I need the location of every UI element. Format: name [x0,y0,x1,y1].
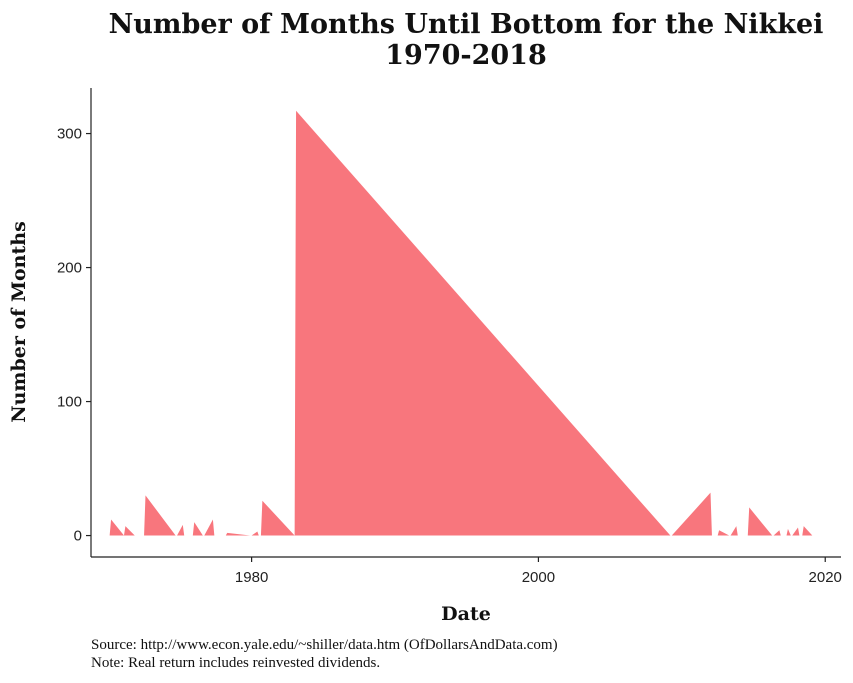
y-axis-title: Number of Months [8,221,30,423]
y-tick-label: 300 [57,126,82,143]
x-tick-label: 2000 [522,569,555,586]
source-caption: Source: http://www.econ.yale.edu/~shille… [91,637,558,653]
axis-ticks: 0 100 200 300 1980 2000 2020 [57,126,842,586]
x-axis-title: Date [441,603,491,625]
y-tick-label: 100 [57,394,82,411]
note-caption: Note: Real return includes reinvested di… [91,655,380,671]
plot-area [109,110,813,536]
chart-title-line-2: 1970-2018 [385,40,547,71]
x-tick-label: 2020 [809,569,842,586]
y-tick-label: 0 [74,528,82,545]
months-until-bottom-area [109,110,813,536]
chart-title-line-1: Number of Months Until Bottom for the Ni… [109,9,824,40]
x-tick-label: 1980 [235,569,268,586]
y-tick-label: 200 [57,260,82,277]
